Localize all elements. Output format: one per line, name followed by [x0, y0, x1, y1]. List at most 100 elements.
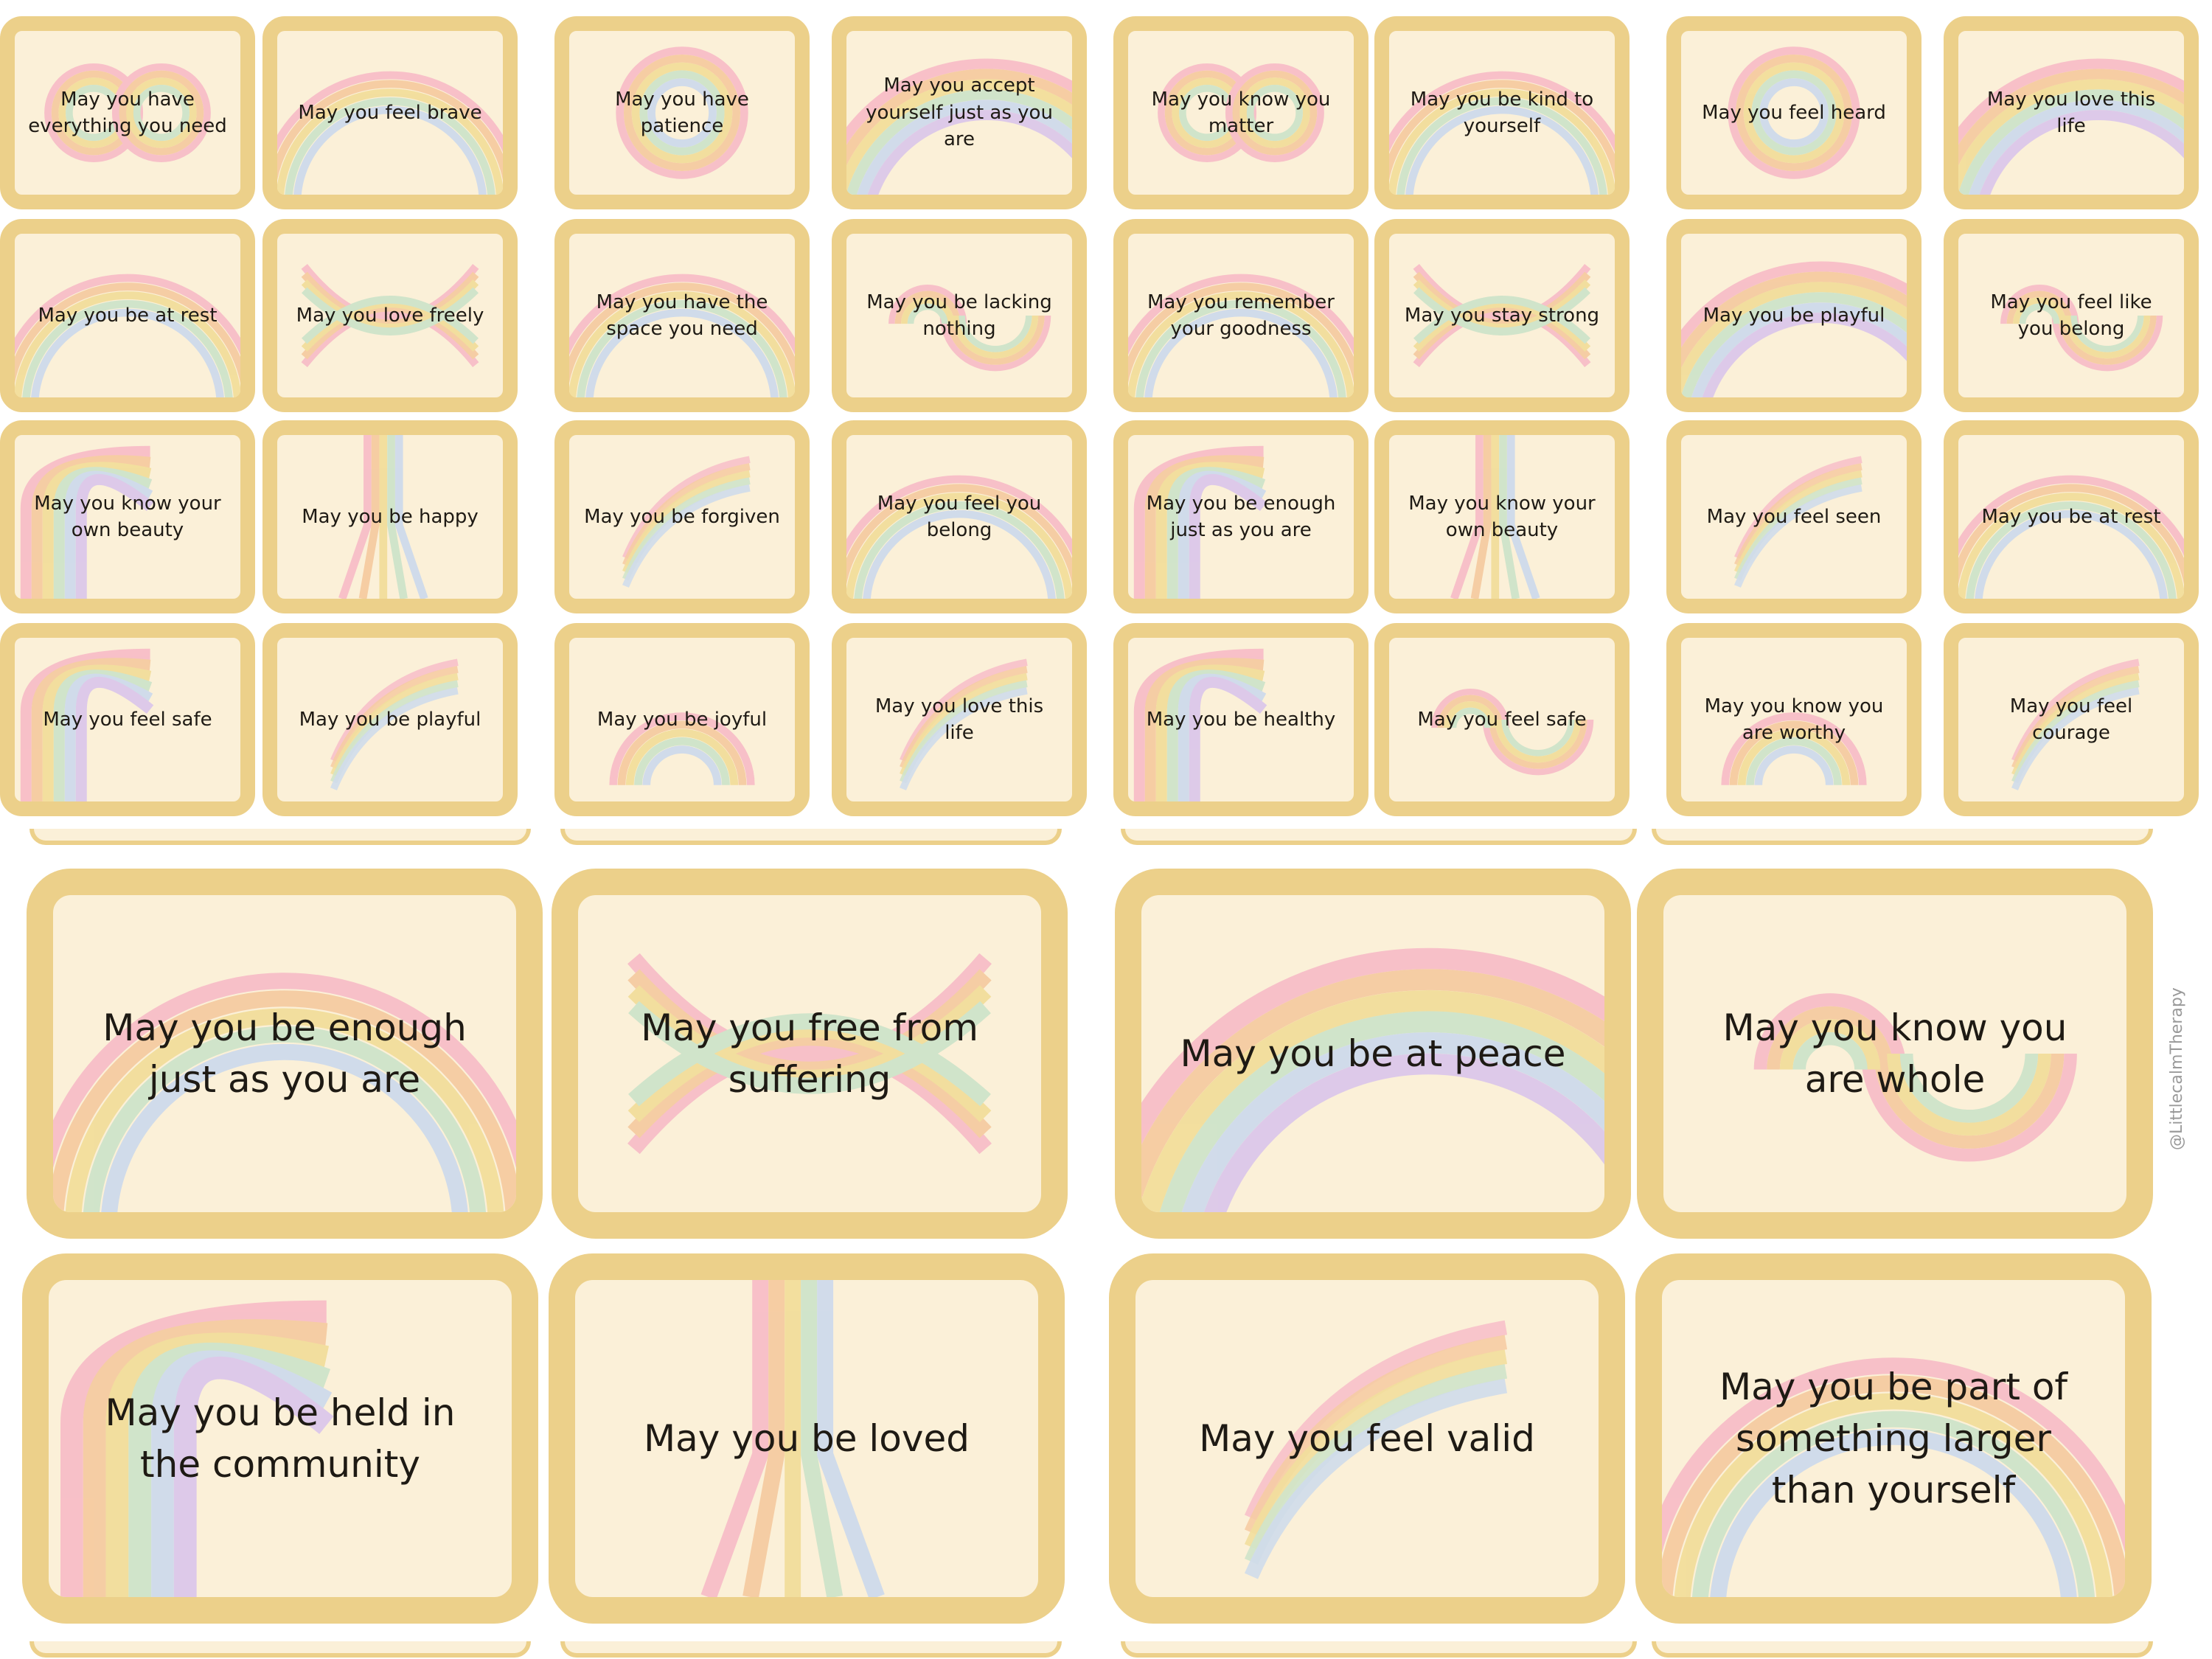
affirmation-text: May you feel valid: [1199, 1417, 1535, 1460]
small-card-10: May you love freely: [262, 219, 518, 412]
affirmation-text: May you be healthy: [1146, 708, 1336, 731]
affirmation-text: May you feel safe: [43, 708, 212, 731]
affirmation-text: May you stay strong: [1404, 304, 1600, 327]
small-card-17: May you know your own beauty: [0, 420, 255, 613]
arch-rainbow-icon: [1662, 1357, 2125, 1597]
road-rainbow-icon: [700, 1280, 885, 1597]
large-card-3: May you be at peace: [1115, 869, 1631, 1239]
arch-rainbow-icon: [277, 71, 503, 195]
cut-off-card-edge: [1652, 1641, 2153, 1658]
small-card-8: May you love this life: [1944, 16, 2199, 209]
road-rainbow-icon: [338, 435, 428, 599]
small-card-9: May you be at rest: [0, 219, 255, 412]
affirmation-text: May you have the space you need: [596, 291, 768, 340]
small-card-25: May you feel safe: [0, 623, 255, 816]
affirmation-text: May you know you are worthy: [1704, 695, 1884, 744]
arch-rainbow-icon: [1389, 71, 1615, 195]
small-card-22: May you know your own beauty: [1374, 420, 1630, 613]
affirmation-text: May you be part of something larger than…: [1719, 1366, 2068, 1512]
large-card-8: May you be part of something larger than…: [1635, 1253, 2152, 1624]
arch-rainbow-icon: [53, 973, 516, 1212]
brush-rainbow-icon: [1244, 1320, 1508, 1579]
large-card-7: May you feel valid: [1109, 1253, 1625, 1624]
bend-rainbow-icon: [60, 1300, 334, 1597]
small-card-26: May you be playful: [262, 623, 518, 816]
affirmation-text: May you feel heard: [1702, 101, 1886, 124]
affirmation-text: May you love freely: [296, 304, 484, 327]
bend-rainbow-icon: [1133, 445, 1267, 599]
small-card-20: May you feel you belong: [832, 420, 1087, 613]
large-card-4: May you know you are whole: [1637, 869, 2153, 1239]
affirmation-text: May you be at rest: [1981, 505, 2161, 528]
small-card-16: May you feel like you belong: [1944, 219, 2199, 412]
affirmation-text: May you love this life: [1986, 88, 2156, 137]
arch-rainbow-icon: [1128, 274, 1354, 397]
road-rainbow-icon: [1450, 435, 1540, 599]
arch-rainbow-icon: [569, 274, 795, 397]
affirmation-text: May you be forgiven: [584, 505, 780, 528]
brush-rainbow-icon: [622, 456, 751, 588]
brush-rainbow-icon: [2011, 658, 2140, 790]
affirmation-text: May you accept yourself just as you are: [866, 74, 1053, 151]
affirmation-text: May you know your own beauty: [1408, 492, 1596, 541]
small-card-24: May you be at rest: [1944, 420, 2199, 613]
large-card-5: May you be held in the community: [22, 1253, 538, 1624]
wave-rainbow-icon: [888, 285, 1051, 372]
small-card-32: May you feel courage: [1944, 623, 2199, 816]
cut-off-card-edge: [1121, 829, 1637, 845]
arch-rainbow-icon: [15, 274, 240, 397]
small-card-7: May you feel heard: [1666, 16, 1921, 209]
infinity-rainbow-icon: [44, 63, 211, 162]
affirmation-text: May you be held in the community: [105, 1391, 456, 1486]
affirmation-text: May you love this life: [874, 695, 1044, 744]
small-card-14: May you stay strong: [1374, 219, 1630, 412]
affirmation-text: May you know you are whole: [1722, 1006, 2067, 1101]
affirmation-text: May you be enough just as you are: [1146, 492, 1336, 541]
affirmation-text: May you be lacking nothing: [866, 291, 1052, 340]
small-card-5: May you know you matter: [1113, 16, 1368, 209]
affirmation-text: May you have everything you need: [28, 88, 227, 137]
affirmation-text: May you be enough just as you are: [102, 1006, 467, 1101]
affirmation-text: May you free from suffering: [641, 1006, 978, 1101]
bend-rainbow-icon: [1133, 648, 1267, 801]
small-card-13: May you remember your goodness: [1113, 219, 1368, 412]
affirmation-text: May you feel seen: [1706, 505, 1882, 528]
small-card-19: May you be forgiven: [554, 420, 810, 613]
small-card-21: May you be enough just as you are: [1113, 420, 1368, 613]
affirmation-text: May you remember your goodness: [1147, 291, 1335, 340]
bend-rainbow-icon: [20, 445, 154, 599]
affirmation-text: May you be joyful: [597, 708, 768, 731]
affirmation-text: May you be loved: [644, 1417, 970, 1460]
cut-off-card-edge: [1121, 1641, 1637, 1658]
small-card-6: May you be kind to yourself: [1374, 16, 1630, 209]
affirmation-text: May you know your own beauty: [34, 492, 221, 541]
brush-rainbow-icon: [900, 658, 1028, 790]
corner-rainbow-icon: [1681, 261, 1907, 397]
affirmation-text: May you feel like you belong: [1990, 291, 2152, 340]
circle-rainbow-icon: [1728, 46, 1860, 179]
credit-handle: @LittlecalmTherapy: [2168, 987, 2186, 1150]
corner-rainbow-icon: [1958, 58, 2184, 195]
small-card-27: May you be joyful: [554, 623, 810, 816]
arch-rainbow-icon: [846, 475, 1072, 599]
infinity-rainbow-icon: [1158, 63, 1324, 162]
arch-rainbow-icon: [1958, 475, 2184, 599]
small-card-11: May you have the space you need: [554, 219, 810, 412]
small-card-1: May you have everything you need: [0, 16, 255, 209]
small-card-30: May you feel safe: [1374, 623, 1630, 816]
large-card-6: May you be loved: [549, 1253, 1065, 1624]
affirmation-text: May you be at rest: [38, 304, 218, 327]
cut-off-card-edge: [560, 1641, 1062, 1658]
circle-rainbow-icon: [616, 46, 748, 179]
small-card-18: May you be happy: [262, 420, 518, 613]
cut-off-card-edge: [1652, 829, 2153, 845]
affirmation-text: May you have patience: [615, 88, 749, 137]
bowtie-rainbow-icon: [627, 953, 992, 1155]
small-card-3: May you have patience: [554, 16, 810, 209]
half-rainbow-icon: [1721, 712, 1867, 785]
small-card-12: May you be lacking nothing: [832, 219, 1087, 412]
wave-rainbow-icon: [1753, 993, 2077, 1162]
brush-rainbow-icon: [330, 658, 459, 790]
cut-off-card-edge: [29, 1641, 531, 1658]
cut-off-card-edge: [560, 829, 1062, 845]
